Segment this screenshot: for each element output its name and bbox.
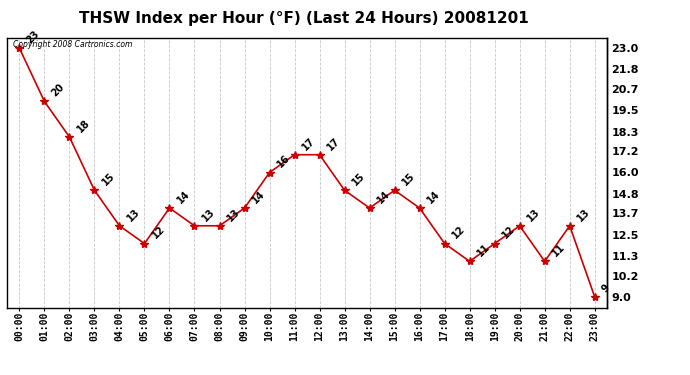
Text: 18: 18 bbox=[75, 117, 92, 134]
Text: 13: 13 bbox=[525, 206, 542, 223]
Text: 20: 20 bbox=[50, 82, 67, 99]
Text: 14: 14 bbox=[250, 189, 267, 205]
Text: 14: 14 bbox=[425, 189, 442, 205]
Text: 12: 12 bbox=[450, 224, 467, 241]
Text: 13: 13 bbox=[225, 206, 241, 223]
Text: 14: 14 bbox=[175, 189, 192, 205]
Text: Copyright 2008 Cartronics.com: Copyright 2008 Cartronics.com bbox=[13, 40, 132, 49]
Text: THSW Index per Hour (°F) (Last 24 Hours) 20081201: THSW Index per Hour (°F) (Last 24 Hours)… bbox=[79, 11, 529, 26]
Text: 9: 9 bbox=[600, 282, 612, 294]
Text: 12: 12 bbox=[150, 224, 167, 241]
Text: 13: 13 bbox=[125, 206, 141, 223]
Text: 17: 17 bbox=[325, 135, 342, 152]
Text: 15: 15 bbox=[400, 171, 417, 188]
Text: 16: 16 bbox=[275, 153, 292, 170]
Text: 13: 13 bbox=[575, 206, 592, 223]
Text: 12: 12 bbox=[500, 224, 517, 241]
Text: 11: 11 bbox=[550, 242, 567, 258]
Text: 11: 11 bbox=[475, 242, 492, 258]
Text: 13: 13 bbox=[200, 206, 217, 223]
Text: 23: 23 bbox=[25, 29, 41, 45]
Text: 14: 14 bbox=[375, 189, 392, 205]
Text: 15: 15 bbox=[100, 171, 117, 188]
Text: 15: 15 bbox=[350, 171, 367, 188]
Text: 17: 17 bbox=[300, 135, 317, 152]
